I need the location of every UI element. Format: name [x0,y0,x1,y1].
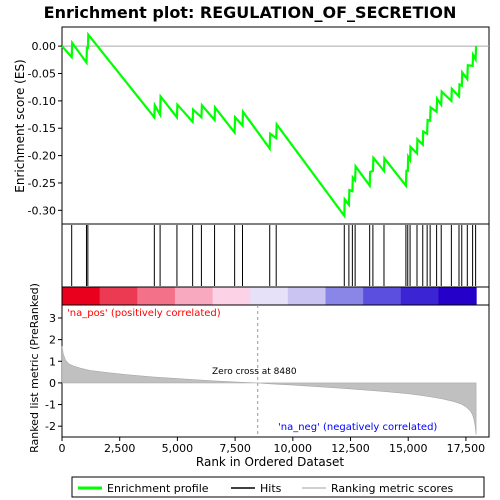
x-tick-label: 12,500 [331,442,370,455]
heat-segment [438,287,477,305]
x-tick-label: 10,000 [274,442,313,455]
heat-segment [137,287,176,305]
enrichment-profile-line [61,31,478,220]
es-y-tick-label: 0.00 [32,40,57,53]
heat-segment [363,287,402,305]
metric-axis-label: Ranked list metric (PreRanked) [28,283,41,453]
hits-frame [61,223,490,288]
es-panel: 0.00 -0.05 -0.10 -0.15 -0.20 -0.25 -0.30 [28,26,490,225]
legend-box [71,476,485,498]
es-axis-label: Enrichment score (ES) [13,59,27,192]
metric-y-tick-label: -1 [45,399,56,412]
x-axis-label: Rank in Ordered Dataset [196,455,344,469]
x-tick-label: 17,500 [447,442,486,455]
metric-y-tick-label: 3 [49,312,56,325]
heat-segment [325,287,364,305]
heat-segment [99,287,138,305]
metric-plot-frame [61,304,490,438]
negative-correlation-label: 'na_neg' (negatively correlated) [278,422,437,433]
es-y-tick-label: -0.05 [28,68,56,81]
heat-segment [62,287,101,305]
x-tick-label: 0 [59,442,66,455]
heat-segment [287,287,327,305]
legend: Enrichment profile Hits Ranking metric s… [71,476,485,498]
heat-segment [250,287,289,305]
ranking-metric-area [61,346,477,435]
metric-y-tick-label: 1 [49,355,56,368]
es-y-tick-label: -0.20 [28,150,56,163]
metric-y-tick-label: 0 [49,377,56,390]
es-y-tick-label: -0.15 [28,122,56,135]
metric-y-tick-label: -2 [45,420,56,433]
heat-segment [400,287,440,305]
es-plot-frame [61,26,490,225]
zero-cross-label: Zero cross at 8480 [212,367,297,377]
hits-panel [61,223,490,288]
legend-label-enrichment: Enrichment profile [107,482,209,495]
metric-y-tick-label: 2 [49,334,56,347]
heat-segment [212,287,251,305]
legend-label-hits: Hits [260,482,282,495]
chart-title: Enrichment plot: REGULATION_OF_SECRETION [44,3,457,22]
x-tick-label: 15,000 [389,442,428,455]
es-y-tick-label: -0.10 [28,95,56,108]
positive-correlation-label: 'na_pos' (positively correlated) [67,308,221,319]
legend-label-metric: Ranking metric scores [331,482,453,495]
es-y-tick-label: -0.30 [28,204,56,217]
x-tick-label: 5,000 [162,442,194,455]
x-tick-label: 7,500 [219,442,251,455]
es-y-tick-label: -0.25 [28,177,56,190]
heat-bar [61,286,490,306]
heat-segment [174,287,214,305]
x-tick-label: 2,500 [104,442,136,455]
